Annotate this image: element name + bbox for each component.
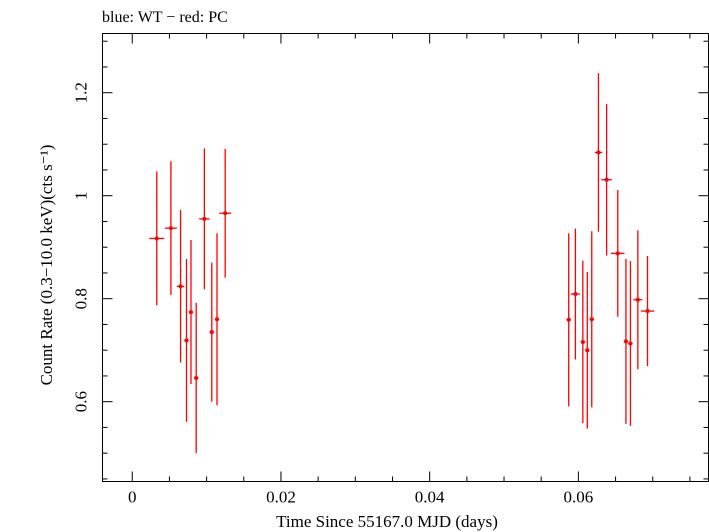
x-tick-label: 0 — [128, 488, 137, 507]
data-point — [594, 73, 603, 232]
data-point — [611, 190, 625, 317]
y-tick-label: 0.8 — [72, 288, 91, 309]
y-axis-label: Count Rate (0.3−10.0 keV)(cts s⁻¹) — [37, 145, 56, 386]
data-point — [623, 259, 629, 424]
data-point — [209, 262, 215, 402]
y-tick-label: 1 — [72, 191, 91, 200]
data-point — [164, 161, 177, 296]
point-marker — [223, 211, 228, 216]
point-marker — [585, 348, 590, 353]
data-point — [633, 230, 643, 370]
point-marker — [580, 339, 585, 344]
point-marker — [178, 284, 183, 289]
data-point — [628, 261, 633, 426]
data-point — [640, 255, 655, 367]
point-marker — [168, 226, 173, 231]
point-marker — [202, 216, 207, 221]
data-point — [601, 104, 612, 256]
point-marker — [645, 309, 650, 314]
point-marker — [573, 292, 578, 297]
data-point — [176, 210, 185, 363]
data-point — [580, 260, 586, 424]
point-marker — [188, 310, 193, 315]
data-point — [193, 302, 199, 454]
data-point — [570, 228, 580, 360]
point-marker — [596, 150, 601, 155]
y-tick-label: 0.6 — [72, 391, 91, 412]
data-point — [184, 259, 189, 422]
data-point — [199, 148, 210, 290]
point-marker — [589, 317, 594, 322]
point-marker — [635, 297, 640, 302]
y-tick-label: 1.2 — [72, 82, 91, 103]
x-axis: 0 0.02 0.04 0.06 — [128, 33, 691, 507]
point-marker — [209, 330, 214, 335]
data-points — [149, 73, 655, 454]
point-marker — [566, 317, 571, 322]
data-point — [214, 233, 220, 406]
point-marker — [623, 339, 628, 344]
point-marker — [215, 317, 220, 322]
point-marker — [604, 177, 609, 182]
point-marker — [615, 251, 620, 256]
chart-title: blue: WT − red: PC — [102, 9, 228, 26]
data-point — [219, 148, 232, 278]
data-point — [188, 239, 194, 385]
point-marker — [154, 236, 159, 241]
x-axis-label: Time Since 55167.0 MJD (days) — [276, 512, 498, 531]
data-point — [589, 231, 594, 408]
data-point — [149, 171, 165, 306]
x-tick-label: 0.06 — [564, 488, 594, 507]
y-axis: 0.6 0.8 1 1.2 — [72, 40, 709, 480]
x-tick-label: 0.02 — [266, 488, 296, 507]
x-tick-label: 0.04 — [415, 488, 445, 507]
point-marker — [194, 375, 199, 380]
data-point — [585, 271, 590, 429]
point-marker — [628, 341, 633, 346]
data-point — [566, 233, 571, 407]
point-marker — [184, 338, 189, 343]
